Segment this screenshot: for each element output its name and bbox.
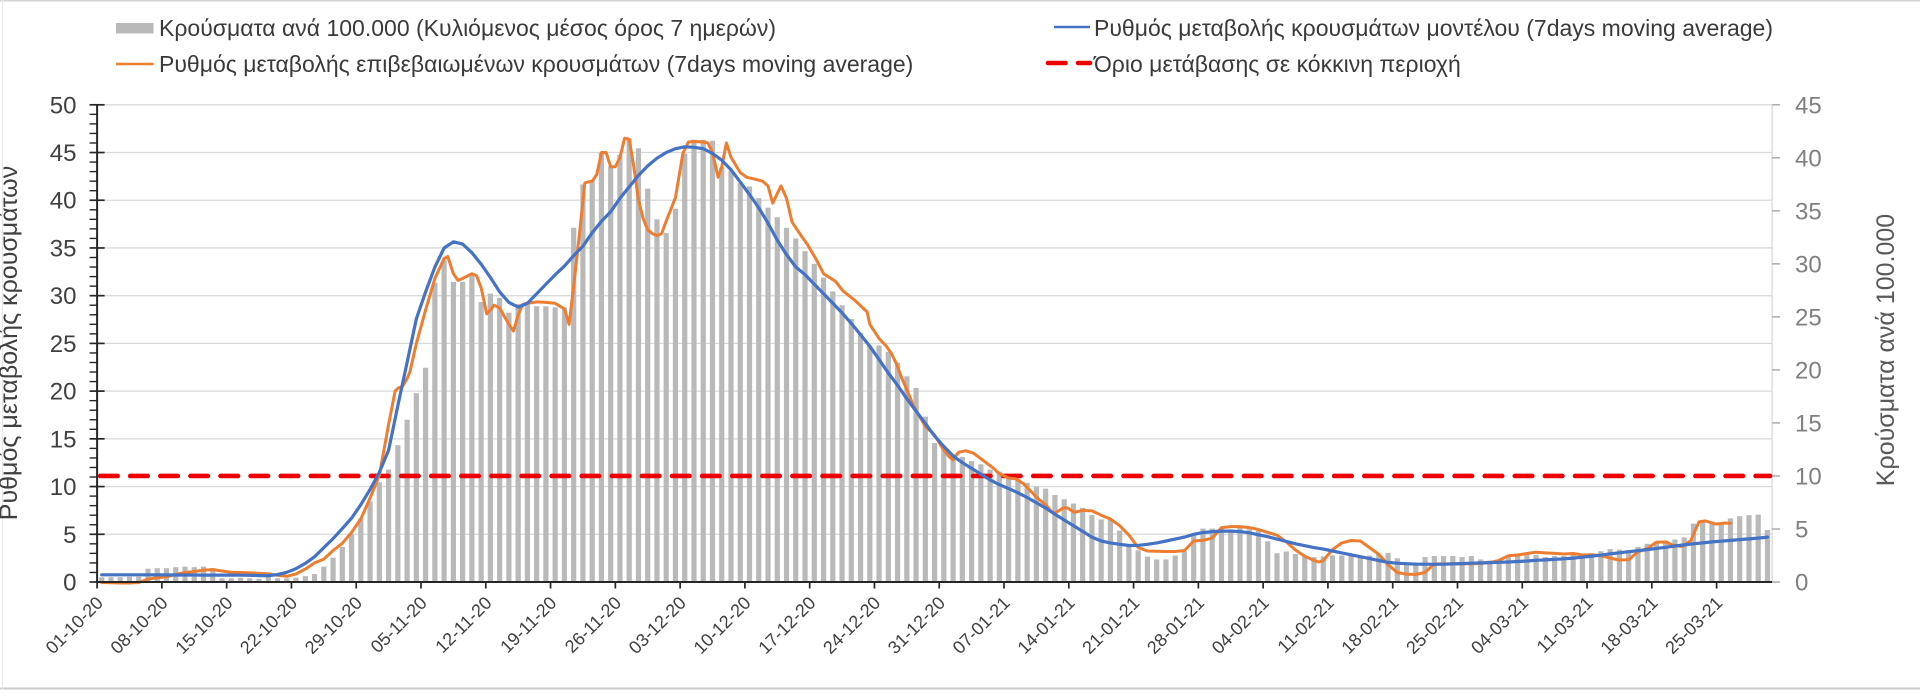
svg-text:Κρούσματα ανά 100.000 (Κυλιόμε: Κρούσματα ανά 100.000 (Κυλιόμενος μέσος … [159,15,776,41]
svg-text:Ρυθμός μεταβολής επιβεβαιωμένω: Ρυθμός μεταβολής επιβεβαιωμένων κρουσμάτ… [159,51,913,77]
svg-text:30: 30 [50,283,77,310]
svg-text:50: 50 [50,92,77,119]
svg-text:40: 40 [50,188,77,215]
svg-text:0: 0 [1795,570,1808,597]
svg-text:15: 15 [1795,410,1822,437]
svg-text:35: 35 [1795,198,1822,225]
svg-text:Κρούσματα ανά 100.000: Κρούσματα ανά 100.000 [1872,214,1900,486]
svg-text:40: 40 [1795,145,1822,172]
svg-text:5: 5 [1795,517,1808,544]
svg-text:25: 25 [1795,304,1822,331]
svg-text:45: 45 [1795,92,1822,119]
svg-text:15: 15 [50,426,77,453]
svg-text:25: 25 [50,331,77,358]
svg-text:35: 35 [50,236,77,263]
svg-text:Όριο μετάβασης σε κόκκινη περι: Όριο μετάβασης σε κόκκινη περιοχή [1093,51,1461,77]
svg-text:45: 45 [50,140,77,167]
svg-text:5: 5 [63,522,76,549]
svg-text:0: 0 [63,570,76,597]
svg-text:Ρυθμός μεταβολής κρουσμάτων: Ρυθμός μεταβολής κρουσμάτων [0,166,23,520]
svg-text:10: 10 [1795,464,1822,491]
svg-text:20: 20 [1795,357,1822,384]
svg-text:20: 20 [50,379,77,406]
svg-text:10: 10 [50,474,77,501]
svg-text:Ρυθμός μεταβολής κρουσμάτων μο: Ρυθμός μεταβολής κρουσμάτων μοντέλου (7d… [1094,15,1773,41]
svg-text:30: 30 [1795,251,1822,278]
